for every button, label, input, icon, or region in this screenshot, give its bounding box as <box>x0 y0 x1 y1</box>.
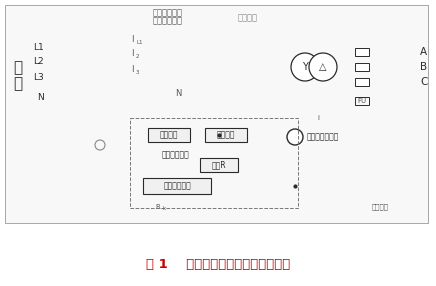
Bar <box>130 118 298 208</box>
Text: N: N <box>37 92 44 102</box>
Bar <box>148 128 190 142</box>
Bar <box>355 48 369 56</box>
Bar <box>355 63 369 71</box>
Text: 零序电流互感器: 零序电流互感器 <box>307 132 339 142</box>
Text: B: B <box>420 62 427 72</box>
Text: R: R <box>156 204 160 210</box>
Text: 万能式断路器: 万能式断路器 <box>153 9 183 17</box>
Text: L1: L1 <box>136 39 143 45</box>
Text: I: I <box>131 65 133 74</box>
Text: 3: 3 <box>136 69 140 74</box>
Bar <box>200 158 238 172</box>
Text: 中间环节: 中间环节 <box>217 130 235 140</box>
Text: 或塑完断路器: 或塑完断路器 <box>153 17 183 25</box>
Text: I: I <box>131 49 133 59</box>
Text: Y: Y <box>302 62 308 72</box>
Text: C: C <box>420 77 427 87</box>
Text: 载: 载 <box>14 76 23 92</box>
Text: 工作接地: 工作接地 <box>371 204 388 210</box>
Text: A: A <box>420 47 427 57</box>
Bar <box>355 97 369 105</box>
Text: N: N <box>175 88 181 98</box>
Text: 总刀开关: 总刀开关 <box>238 13 258 23</box>
Text: I: I <box>131 35 133 43</box>
Circle shape <box>291 53 319 81</box>
Text: L3: L3 <box>33 72 44 82</box>
Text: 继电控制电路: 继电控制电路 <box>163 182 191 190</box>
Text: k: k <box>162 206 165 212</box>
Text: 操作执行机构: 操作执行机构 <box>161 150 189 160</box>
Text: 负: 负 <box>14 61 23 76</box>
Text: L2: L2 <box>34 57 44 67</box>
Bar <box>355 78 369 86</box>
Bar <box>205 128 247 142</box>
Text: L1: L1 <box>33 43 44 51</box>
Text: △: △ <box>319 62 327 72</box>
Circle shape <box>95 140 105 150</box>
Bar <box>5 5 428 223</box>
Circle shape <box>287 129 303 145</box>
Text: i: i <box>317 115 319 121</box>
Text: 电阿R: 电阿R <box>212 160 226 170</box>
Circle shape <box>309 53 337 81</box>
Bar <box>143 178 211 194</box>
Text: 处理环节: 处理环节 <box>160 130 178 140</box>
Text: 2: 2 <box>136 55 140 59</box>
Text: 图 1    剩余电流动作继电器基本原理: 图 1 剩余电流动作继电器基本原理 <box>146 259 290 271</box>
Text: FU: FU <box>358 98 367 104</box>
